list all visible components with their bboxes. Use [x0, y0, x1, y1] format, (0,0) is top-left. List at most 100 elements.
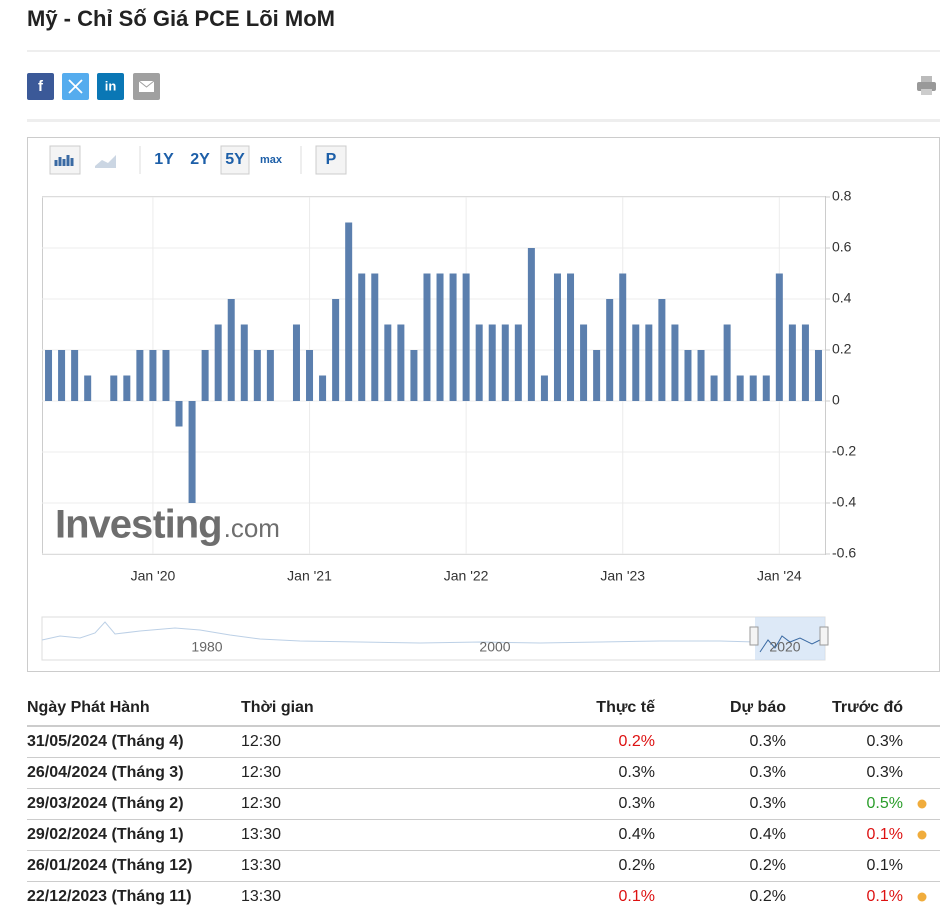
table-cell: 29/02/2024 (Tháng 1)	[27, 826, 184, 843]
bar	[227, 299, 235, 401]
table-header: Thời gian	[241, 699, 314, 716]
y-tick-label: 0.8	[832, 188, 852, 204]
bar	[645, 324, 653, 401]
bar	[593, 350, 601, 401]
bar	[162, 350, 170, 401]
share-bar: f in	[27, 73, 936, 100]
table-header: Thực tế	[596, 699, 655, 716]
x-tick-label: Jan '20	[131, 568, 176, 584]
bar	[123, 375, 131, 401]
bar	[488, 324, 496, 401]
table-header: Trước đó	[832, 699, 903, 716]
page-title: Mỹ - Chỉ Số Giá PCE Lõi MoM	[27, 6, 335, 31]
bar	[332, 299, 340, 401]
table-cell: 0.1%	[619, 888, 655, 905]
divider	[27, 119, 940, 122]
p-button-frame	[315, 145, 347, 175]
table-cell: 0.4%	[750, 826, 786, 843]
bar	[214, 324, 222, 401]
revision-dot	[917, 799, 927, 809]
watermark: Investing	[55, 503, 222, 547]
table-cell: 22/12/2023 (Tháng 11)	[27, 888, 192, 905]
table-cell: 0.3%	[867, 733, 903, 750]
table-cell: 0.2%	[619, 857, 655, 874]
navigator-line	[41, 621, 756, 644]
table-cell: 0.2%	[619, 733, 655, 750]
toolbar	[49, 145, 347, 175]
x-tick-label: Jan '24	[757, 568, 802, 584]
plot-area	[42, 196, 826, 555]
navigator-handle[interactable]	[749, 626, 759, 646]
table-cell: 0.4%	[619, 826, 655, 843]
toolbar-button[interactable]: max	[260, 154, 283, 166]
watermark: .com	[224, 513, 280, 543]
toolbar-button[interactable]: P	[326, 151, 337, 168]
bar	[292, 324, 300, 401]
navigator-label: 2020	[769, 639, 800, 655]
bar	[632, 324, 640, 401]
y-tick-label: -0.6	[832, 545, 856, 561]
navigator-label: 2000	[479, 639, 510, 655]
toolbar-button[interactable]: 1Y	[154, 151, 174, 168]
revision-dot	[917, 892, 927, 902]
table-cell: 12:30	[241, 733, 281, 750]
print-button[interactable]	[917, 76, 936, 95]
table-cell: 31/05/2024 (Tháng 4)	[27, 733, 184, 750]
bar	[58, 350, 66, 401]
bar	[671, 324, 679, 401]
y-tick-label: 0.4	[832, 290, 852, 306]
facebook-button[interactable]	[27, 73, 54, 100]
line-icon	[95, 155, 116, 168]
bar	[514, 324, 522, 401]
table-cell: 0.1%	[867, 857, 903, 874]
x-tick-label: Jan '23	[600, 568, 645, 584]
mail-icon-flap	[138, 80, 155, 88]
table-cell: 0.3%	[619, 764, 655, 781]
revision-dot	[917, 830, 927, 840]
bar	[723, 324, 731, 401]
table-cell: 29/03/2024 (Tháng 2)	[27, 795, 184, 812]
bar	[149, 350, 157, 401]
bar	[553, 273, 561, 401]
toolbar-button[interactable]: 5Y	[225, 151, 245, 168]
bar	[71, 350, 79, 401]
bar	[423, 273, 431, 401]
bar	[801, 324, 809, 401]
navigator-selection[interactable]	[755, 617, 825, 660]
bar	[110, 375, 118, 401]
bar	[501, 324, 509, 401]
table-cell: 13:30	[241, 857, 281, 874]
bar	[201, 350, 209, 401]
y-tick-label: 0.6	[832, 239, 852, 255]
bar	[462, 273, 470, 401]
table-cell: 0.3%	[750, 764, 786, 781]
bar	[384, 324, 392, 401]
navigator-frame	[41, 616, 826, 661]
linkedin-button[interactable]	[97, 73, 124, 100]
bar	[684, 350, 692, 401]
bar	[814, 350, 822, 401]
x-tick-label: Jan '21	[287, 568, 332, 584]
bar	[658, 299, 666, 401]
table-cell: 13:30	[241, 826, 281, 843]
navigator-handle[interactable]	[819, 626, 829, 646]
table-cell: 0.3%	[867, 764, 903, 781]
bar	[266, 350, 274, 401]
bar	[410, 350, 418, 401]
bar	[45, 350, 53, 401]
x-icon	[68, 79, 83, 94]
navigator-selection-line	[759, 635, 821, 653]
bar	[567, 273, 575, 401]
table-cell: 26/04/2024 (Tháng 3)	[27, 764, 184, 781]
facebook-icon: f	[38, 78, 44, 95]
table-cell: 13:30	[241, 888, 281, 905]
y-tick-label: 0.2	[832, 341, 852, 357]
table-cell: 26/01/2024 (Tháng 12)	[27, 857, 192, 874]
bar	[397, 324, 405, 401]
bar	[606, 299, 614, 401]
toolbar-button[interactable]: 2Y	[190, 151, 210, 168]
table-cell: 0.3%	[619, 795, 655, 812]
navigator	[41, 616, 829, 661]
bar	[449, 273, 457, 401]
